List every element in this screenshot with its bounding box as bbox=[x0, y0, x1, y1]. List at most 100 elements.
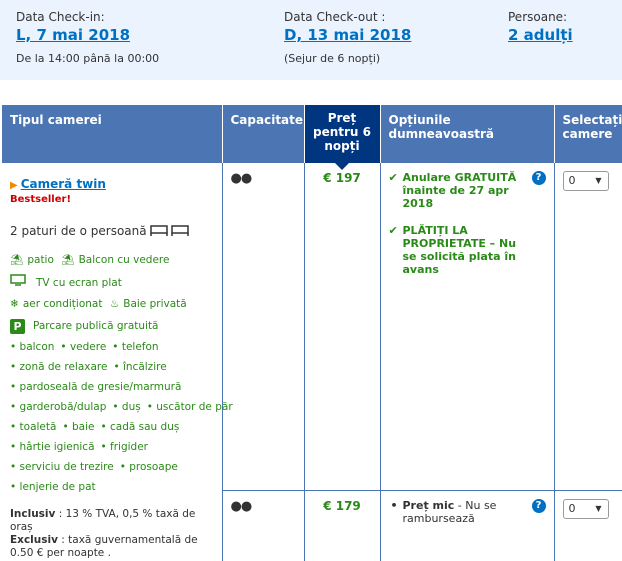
facility-row: ⛱ patio ⛱ Balcon cu vedere bbox=[10, 252, 214, 268]
select-value: 0 bbox=[568, 501, 576, 515]
bullet-icon: • bbox=[113, 361, 123, 373]
header-room-type: Tipul camerei bbox=[2, 105, 223, 163]
bullet-icon: • bbox=[119, 461, 130, 473]
bath-icon: ♨ bbox=[109, 298, 120, 310]
amenity-entry: • pardoseală de gresie/marmură bbox=[10, 381, 181, 393]
checkin-block: Data Check-in: L, 7 mai 2018 De la 14:00… bbox=[16, 10, 159, 65]
header-price: Preț pentru 6 nopți bbox=[304, 105, 381, 170]
amenity-row: • serviciu de trezire • prosoape bbox=[10, 461, 214, 474]
free-cancel-option: ✔ Anulare GRATUITĂ înainte de 27 apr 201… bbox=[389, 171, 546, 210]
amenity-text: toaletă bbox=[19, 421, 57, 433]
amenity-text: lenjerie de pat bbox=[19, 481, 96, 493]
caret-right-icon: ▶ bbox=[10, 180, 18, 191]
bed-icon bbox=[150, 223, 190, 240]
exclusive-text: : taxă guvernamentală de 0.50 € per noap… bbox=[10, 534, 198, 559]
help-icon[interactable]: ? bbox=[531, 498, 546, 513]
amenity-entry: • balcon bbox=[10, 341, 54, 353]
bullet-icon: • bbox=[10, 381, 20, 393]
checkmark-icon: ✔ bbox=[388, 224, 398, 237]
amenity-list: • balcon • vedere • telefon • zonă de relax… bbox=[10, 341, 233, 494]
checkin-label: Data Check-in: bbox=[16, 10, 105, 24]
select-value: 0 bbox=[568, 174, 576, 187]
amenity-text: garderobă/dulap bbox=[19, 401, 107, 413]
amenity-text: telefon bbox=[121, 341, 159, 353]
balcony-icon: ⛱ bbox=[61, 254, 75, 266]
bullet-icon: • bbox=[100, 421, 110, 433]
amenity-text: vedere bbox=[69, 341, 107, 353]
amenity-row: • hârtie igienică • frigider bbox=[10, 441, 214, 454]
exclusive-label: Exclusiv bbox=[10, 534, 58, 546]
facility-balcony: Balcon cu vedere bbox=[78, 254, 170, 266]
options-cell: ✔ Anulare GRATUITĂ înainte de 27 apr 201… bbox=[379, 163, 555, 490]
bullet-icon: • bbox=[112, 341, 122, 353]
amenity-entry: • cadă sau duș bbox=[100, 421, 179, 433]
amenity-text: cadă sau duș bbox=[109, 421, 180, 433]
facility-bath: Baie privată bbox=[123, 298, 187, 310]
bullet-icon: • bbox=[100, 441, 111, 453]
facility-patio: patio bbox=[27, 254, 54, 266]
amenity-entry: • zonă de relaxare bbox=[10, 361, 107, 373]
select-cell: 0 ▼ bbox=[553, 489, 622, 561]
persons-block: Persoane: 2 adulți bbox=[508, 10, 573, 44]
room-info: ▶ Cameră twin Bestseller! 2 paturi de o p… bbox=[2, 163, 233, 561]
bed-text: 2 paturi de o persoană bbox=[10, 224, 147, 238]
inclusive-text: : 13 % TVA, 0,5 % taxă de oraș bbox=[10, 508, 196, 533]
amenity-text: hârtie igienică bbox=[19, 441, 95, 453]
help-icon[interactable]: ? bbox=[531, 171, 546, 185]
low-price-option: • Preț mic - Nu se rambursează ? bbox=[389, 498, 546, 525]
two-persons-icon: ●● bbox=[230, 498, 253, 514]
low-price-text: - Nu se rambursează bbox=[402, 498, 497, 525]
checkin-date-link[interactable]: L, 7 mai 2018 bbox=[16, 26, 131, 44]
bullet-icon: • bbox=[10, 461, 20, 473]
amenity-row: • lenjerie de pat bbox=[10, 481, 214, 494]
header-capacity: Capacitate bbox=[222, 105, 305, 163]
pay-at-property-text: PLĂTIȚI LA PROPRIETATE – Nu se solicită … bbox=[402, 224, 517, 276]
amenity-entry: • hârtie igienică bbox=[10, 441, 95, 453]
two-persons-icon: ●● bbox=[230, 171, 253, 186]
bed-info: 2 paturi de o persoană bbox=[10, 223, 214, 240]
header-select: Selectați camere bbox=[554, 105, 622, 163]
table-row: ●● € 179 • Preț mic - Nu se rambursează … bbox=[2, 489, 622, 561]
amenity-row: • toaletă • baie • cadă sau duș bbox=[10, 421, 214, 434]
price-cell: € 197 bbox=[303, 163, 381, 490]
patio-icon: ⛱ bbox=[10, 254, 24, 266]
bullet-icon: • bbox=[10, 421, 20, 433]
checkout-date-link[interactable]: D, 13 mai 2018 bbox=[284, 26, 412, 44]
options-cell: • Preț mic - Nu se rambursează ? bbox=[379, 489, 555, 561]
tax-info: Inclusiv : 13 % TVA, 0,5 % taxă de oraș … bbox=[10, 508, 214, 560]
amenity-text: duș bbox=[121, 401, 141, 413]
bullet-icon: • bbox=[112, 401, 122, 413]
bullet-icon: • bbox=[10, 481, 20, 493]
rooms-table: Tipul camerei Capacitate Preț pentru 6 n… bbox=[2, 105, 622, 561]
amenity-row: • pardoseală de gresie/marmură bbox=[10, 381, 214, 394]
bullet-icon: • bbox=[62, 421, 72, 433]
snowflake-icon: ❄ bbox=[10, 298, 19, 310]
booking-summary: Data Check-in: L, 7 mai 2018 De la 14:00… bbox=[0, 0, 622, 80]
amenity-text: serviciu de trezire bbox=[19, 461, 114, 473]
bullet-icon: • bbox=[10, 441, 20, 453]
amenity-entry: • telefon bbox=[112, 341, 158, 353]
checkmark-icon: ✔ bbox=[388, 171, 398, 184]
amenity-row: • zonă de relaxare • încălzire bbox=[10, 361, 214, 374]
amenity-entry: • vedere bbox=[60, 341, 106, 353]
checkout-label: Data Check-out : bbox=[284, 10, 386, 24]
low-price-label: Preț mic bbox=[402, 498, 455, 512]
amenity-entry: • serviciu de trezire bbox=[10, 461, 114, 473]
bullet-icon: • bbox=[60, 341, 70, 353]
amenity-text: balcon bbox=[19, 341, 55, 353]
amenity-entry: • încălzire bbox=[113, 361, 166, 373]
amenity-text: încălzire bbox=[122, 361, 167, 373]
pay-at-property-option: ✔ PLĂTIȚI LA PROPRIETATE – Nu se solicit… bbox=[389, 224, 546, 276]
persons-link[interactable]: 2 adulți bbox=[508, 26, 573, 44]
room-name-link[interactable]: Cameră twin bbox=[20, 177, 106, 191]
room-quantity-select[interactable]: 0 ▼ bbox=[562, 498, 609, 519]
amenity-text: frigider bbox=[110, 441, 149, 453]
amenity-entry: • frigider bbox=[101, 441, 149, 453]
amenity-row: • balcon • vedere • telefon bbox=[10, 341, 214, 354]
room-quantity-select[interactable]: 0 ▼ bbox=[562, 171, 609, 191]
bullet-icon: • bbox=[146, 401, 157, 413]
amenity-text: zonă de relaxare bbox=[19, 361, 108, 373]
amenity-entry: • garderobă/dulap bbox=[10, 401, 106, 413]
stay-length: (Sejur de 6 nopți) bbox=[284, 52, 381, 65]
amenity-row: • garderobă/dulap • duș • uscător de păr bbox=[10, 401, 233, 414]
